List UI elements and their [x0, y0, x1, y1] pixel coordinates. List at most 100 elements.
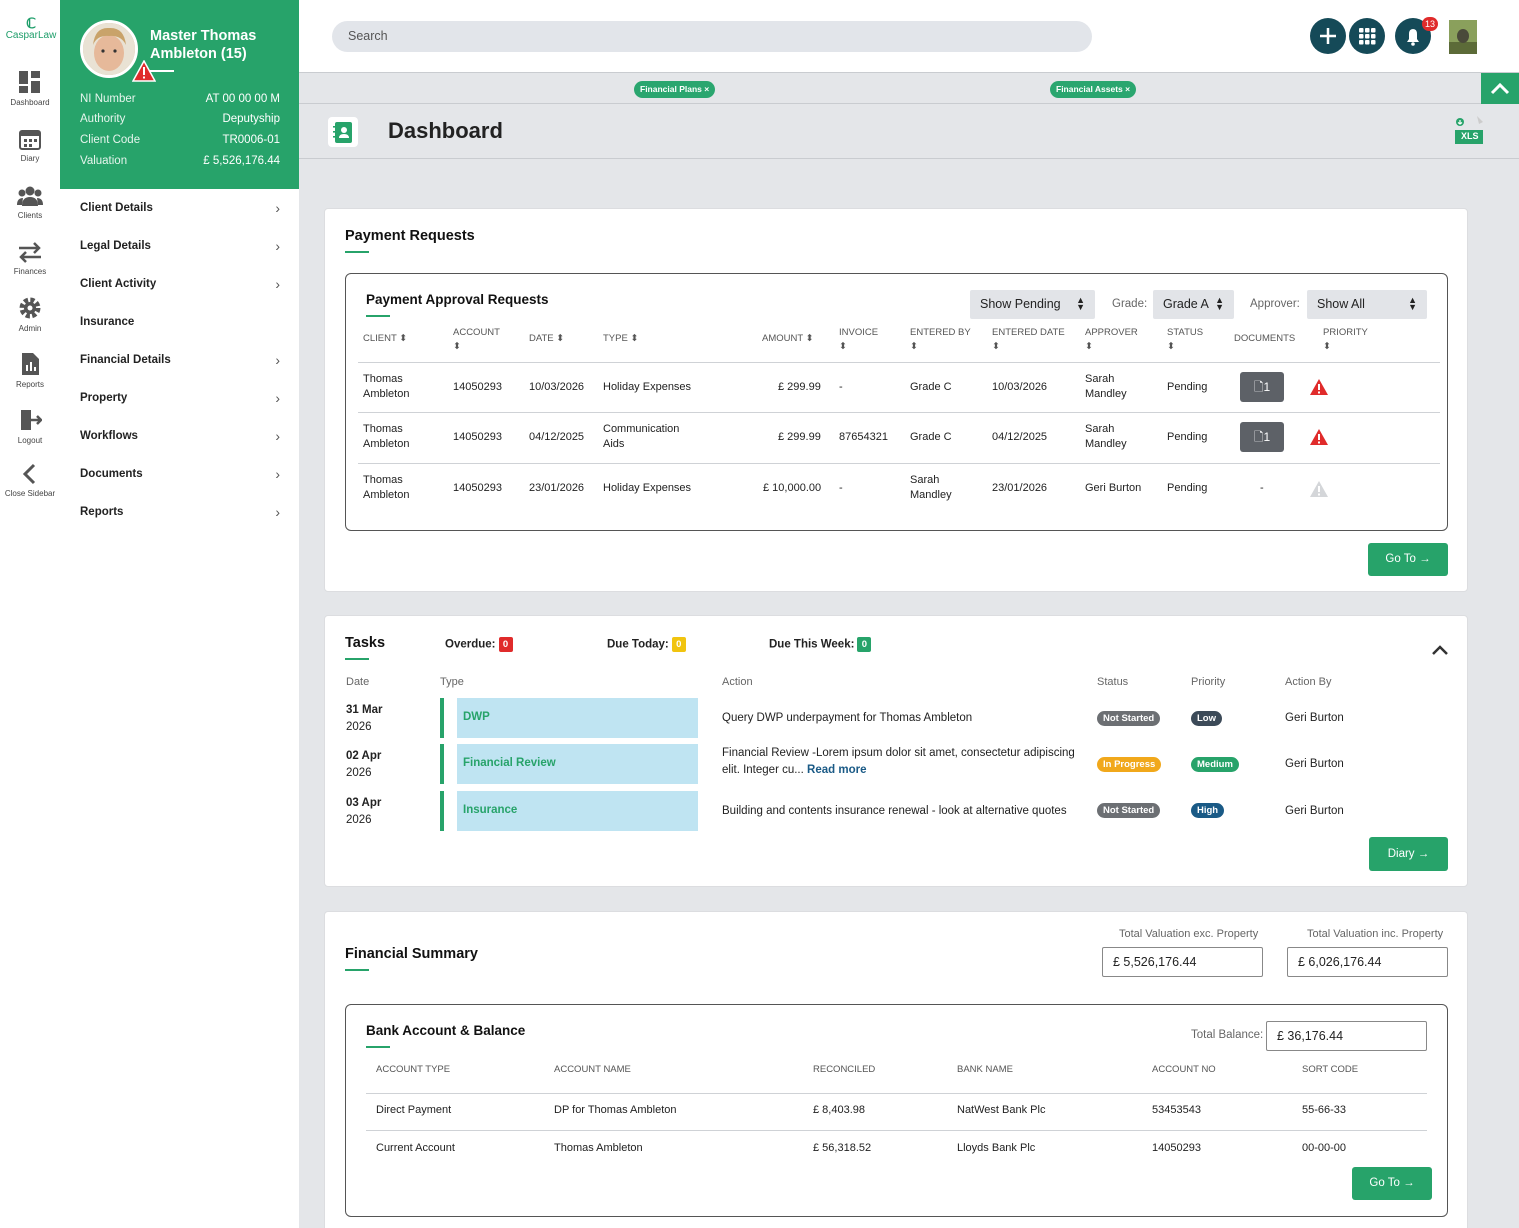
button-label: Go To [1369, 1177, 1400, 1189]
menu-label: Workflows [80, 430, 138, 442]
task-day: 03 Apr [346, 797, 382, 809]
column-header-priority: Priority [1191, 676, 1226, 688]
grid-icon [1359, 28, 1376, 45]
financial-summary-card: Financial Summary Total Valuation exc. P… [324, 911, 1468, 1228]
cell-line: Thomas [363, 423, 403, 435]
cell-sort-code: 00-00-00 [1302, 1142, 1347, 1154]
cell-amount: £ 299.99 [778, 381, 821, 393]
cell-sort-code: 55-66-33 [1302, 1104, 1347, 1116]
button-label: Go To [1385, 553, 1416, 565]
rail-label: Finances [13, 267, 47, 276]
cell-status: Pending [1167, 482, 1208, 494]
header-label: PRIORITY [1323, 327, 1368, 338]
goto-bank-button[interactable]: Go To → [1352, 1167, 1432, 1200]
rail-finances[interactable]: Finances [0, 241, 60, 276]
column-header-type[interactable]: TYPE ⬍ [603, 333, 639, 344]
cell-line: Mandley [1085, 438, 1127, 450]
type-bar [440, 698, 444, 738]
menu-client-activity[interactable]: Client Activity › [80, 276, 280, 292]
chevron-right-icon: › [275, 238, 280, 254]
select-value: Show Pending [980, 297, 1061, 311]
rail-logout[interactable]: Logout [0, 408, 60, 445]
column-header-invoice[interactable]: INVOICE ⬍ [839, 327, 879, 352]
cell-date: 10/03/2026 [529, 381, 585, 393]
card-title: Payment Requests [345, 228, 475, 244]
tasks-card: Tasks Overdue: 0 Due Today: 0 Due This Wee… [324, 615, 1468, 887]
menu-client-details[interactable]: Client Details › [80, 200, 280, 216]
column-header-documents: DOCUMENTS [1234, 332, 1295, 346]
sort-arrows-icon: ▲ ▼ [1076, 295, 1085, 312]
filter-chip-financial-assets[interactable]: Financial Assets × [1050, 81, 1137, 98]
diary-button[interactable]: Diary → [1369, 837, 1448, 871]
add-button[interactable] [1310, 18, 1346, 54]
rail-label: Clients [17, 211, 43, 220]
rail-diary[interactable]: Diary [0, 128, 60, 163]
rail-admin[interactable]: Admin [0, 296, 60, 333]
chevron-up-icon[interactable] [1430, 642, 1450, 658]
brand-logo[interactable]: ℂ CasparLaw [4, 16, 58, 41]
grade-select[interactable]: Grade A ▲ ▼ [1153, 290, 1234, 319]
chevron-right-icon: › [275, 276, 280, 292]
cell-account-type: Current Account [376, 1142, 455, 1154]
field-value: AT 00 00 00 M [205, 93, 280, 105]
documents-button[interactable]: 🗋1 [1240, 372, 1284, 402]
cell-line: Sarah [1085, 423, 1115, 435]
column-header-priority[interactable]: PRIORITY ⬍ [1323, 327, 1368, 352]
status-filter-select[interactable]: Show Pending ▲ ▼ [970, 290, 1095, 319]
goto-payments-button[interactable]: Go To → [1368, 543, 1448, 576]
column-header-amount[interactable]: AMOUNT ⬍ [762, 333, 814, 344]
divider [358, 463, 1440, 464]
menu-financial-details[interactable]: Financial Details › [80, 352, 280, 368]
column-header-approver[interactable]: APPROVER ⬍ [1085, 327, 1138, 352]
documents-button[interactable]: 🗋1 [1240, 422, 1284, 452]
read-more-link[interactable]: Read more [807, 764, 867, 776]
user-avatar[interactable] [1449, 20, 1477, 54]
column-header-account-type: ACCOUNT TYPE [376, 1064, 451, 1075]
client-field-authority: Authority Deputyship [80, 113, 280, 125]
field-label: Valuation [80, 155, 128, 167]
cell-entered-by: Sarah Mandley [910, 473, 952, 503]
column-header-account[interactable]: ACCOUNT ⬍ [453, 327, 500, 352]
export-xls-button[interactable]: XLS [1455, 116, 1483, 146]
rail-close-sidebar[interactable]: Close Sidebar [0, 463, 60, 498]
counter-label: Due Today: [607, 638, 669, 651]
chevron-right-icon: › [275, 428, 280, 444]
menu-property[interactable]: Property › [80, 390, 280, 406]
cell-client: Thomas Ambleton [363, 422, 409, 452]
column-header-client[interactable]: CLIENT ⬍ [363, 333, 408, 344]
cell-entered-date: 23/01/2026 [992, 482, 1048, 494]
column-header-bank-name: BANK NAME [957, 1064, 1013, 1075]
rail-reports[interactable]: Reports [0, 352, 60, 389]
grade-label: Grade: [1112, 298, 1148, 310]
task-date: 31 Mar 2026 [346, 702, 382, 736]
payment-requests-card: Payment Requests Payment Approval Reques… [324, 208, 1468, 592]
cell-documents: - [1260, 482, 1264, 494]
priority-high-icon [1310, 379, 1328, 395]
menu-documents[interactable]: Documents › [80, 466, 280, 482]
filter-chip-financial-plans[interactable]: Financial Plans × [634, 81, 716, 98]
brand-mark-icon: ℂ [26, 15, 36, 31]
column-header-date[interactable]: DATE ⬍ [529, 333, 565, 344]
apps-button[interactable] [1349, 18, 1385, 54]
rail-dashboard[interactable]: Dashboard [0, 70, 60, 107]
task-year: 2026 [346, 814, 372, 826]
column-header-entered-by[interactable]: ENTERED BY ⬍ [910, 327, 971, 352]
cell-bank-name: NatWest Bank Plc [957, 1104, 1046, 1116]
cell-account: 14050293 [453, 431, 502, 443]
collapse-header-button[interactable] [1481, 73, 1519, 105]
select-value: Show All [1317, 297, 1365, 311]
cell-type: Holiday Expenses [603, 381, 692, 393]
cell-entered-date: 10/03/2026 [992, 381, 1048, 393]
column-header-entered-date[interactable]: ENTERED DATE ⬍ [992, 327, 1065, 352]
page-title: Dashboard [388, 118, 503, 143]
approver-select[interactable]: Show All ▲ ▼ [1307, 290, 1427, 319]
menu-insurance[interactable]: Insurance [80, 316, 280, 328]
menu-reports[interactable]: Reports › [80, 504, 280, 520]
rail-clients[interactable]: Clients [0, 185, 60, 220]
rail-label: Diary [20, 154, 40, 163]
search-input[interactable]: Search [332, 21, 1092, 52]
menu-workflows[interactable]: Workflows › [80, 428, 280, 444]
menu-legal-details[interactable]: Legal Details › [80, 238, 280, 254]
column-header-status[interactable]: STATUS ⬍ [1167, 327, 1204, 352]
cell-type: Holiday Expenses [603, 482, 692, 494]
